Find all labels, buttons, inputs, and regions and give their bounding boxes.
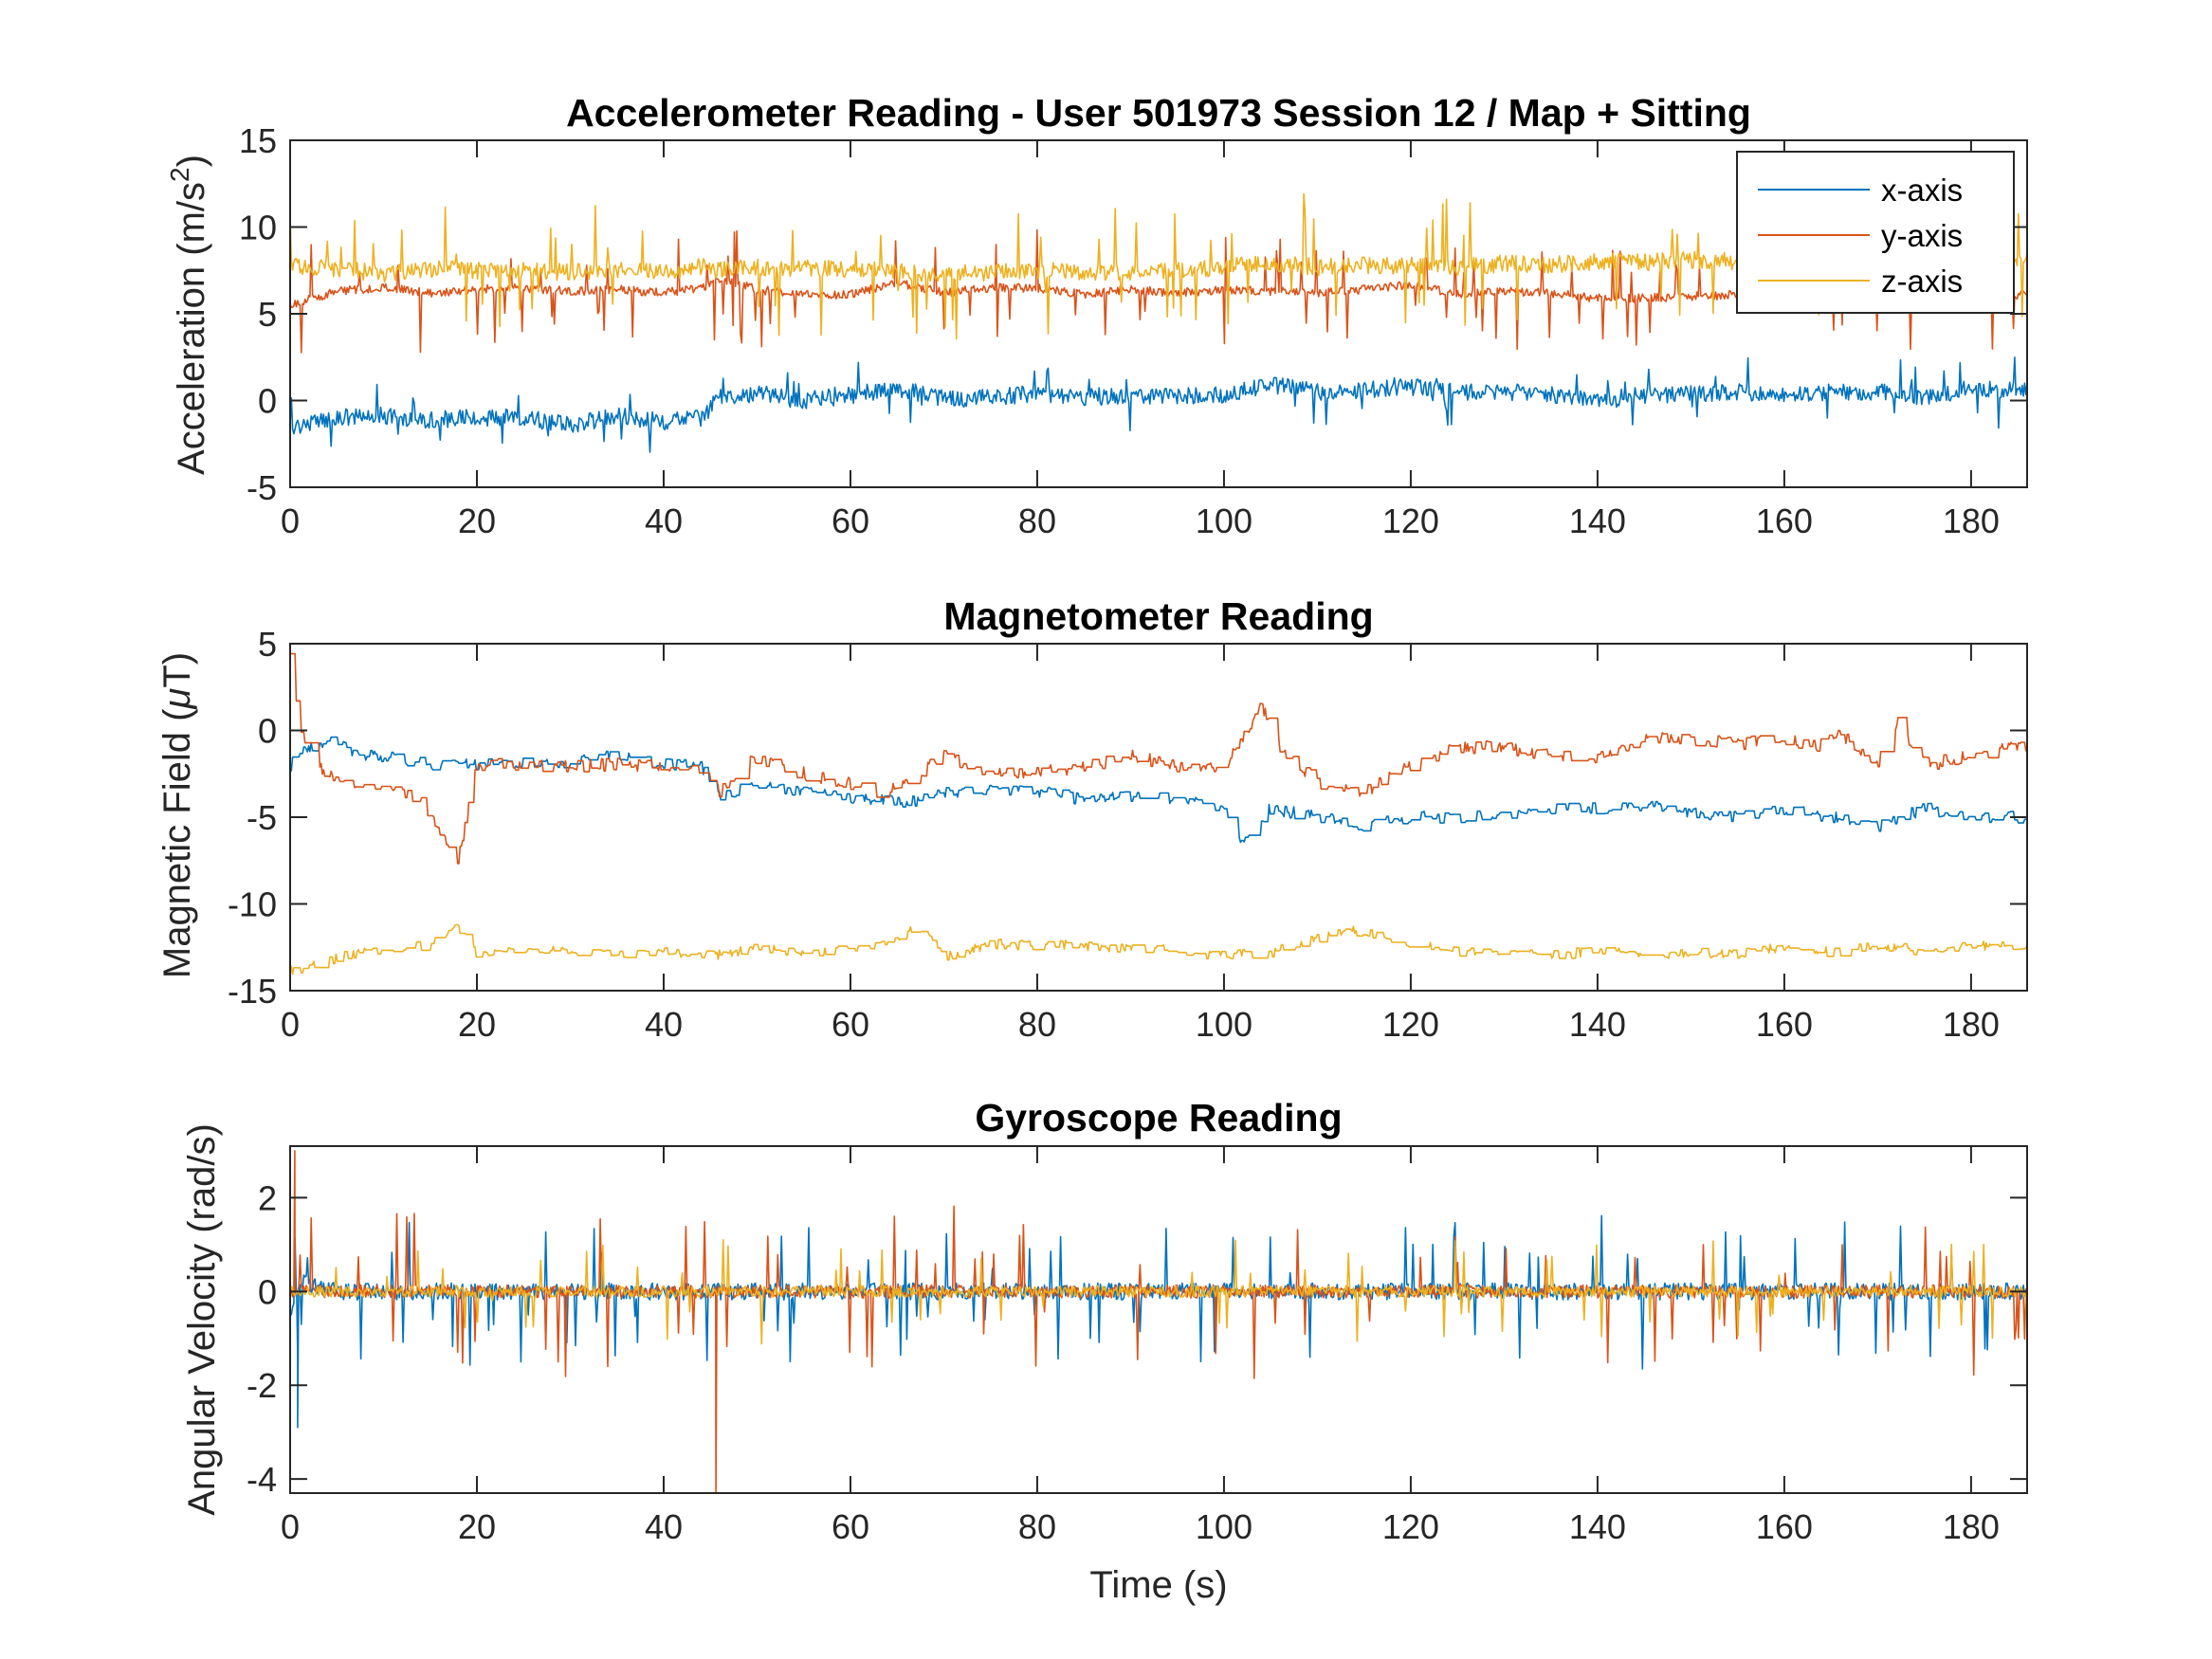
magnetometer-x-tick-label: 40 [645,1005,683,1044]
gyroscope-y-tick-label: -2 [247,1366,277,1405]
accelerometer-y-label-end: ) [171,155,212,167]
accelerometer-x-tick-label: 140 [1569,501,1626,540]
gyroscope-series-y-axis [290,1150,2027,1493]
gyroscope-panel: Gyroscope Reading Angular Velocity (rad/… [181,1096,2028,1606]
gyroscope-x-tick-label: 160 [1756,1507,1813,1546]
magnetometer-series-y-axis [290,652,2027,865]
magnetometer-x-tick-label: 120 [1382,1005,1439,1044]
accelerometer-y-tick-label: 15 [239,121,277,160]
magnetometer-y-tick-label: -5 [247,798,277,837]
magnetometer-title: Magnetometer Reading [943,594,1373,638]
magnetometer-y-label-end: T) [156,652,198,688]
magnetometer-y-tick-label: 5 [258,625,277,664]
x-axis-label: Time (s) [1089,1564,1227,1606]
legend-label-x-axis: x-axis [1881,173,1963,208]
accelerometer-y-label-superscript: 2 [165,167,194,182]
accelerometer-y-tick-label: 0 [258,382,277,421]
legend: x-axis y-axis z-axis [1736,151,2015,314]
magnetometer-axes-box [289,643,2028,992]
accelerometer-x-tick-label: 40 [645,501,683,540]
magnetometer-y-tick-label: 0 [258,712,277,751]
gyroscope-plot-area [290,1150,2027,1493]
gyroscope-x-tick-label: 180 [1943,1507,2000,1546]
magnetometer-x-tick-label: 0 [281,1005,300,1044]
magnetometer-panel: Magnetometer Reading Magnetic Field (μT)… [156,594,2028,1044]
gyroscope-x-tick-label: 0 [281,1507,300,1546]
gyroscope-x-tick-label: 40 [645,1507,683,1546]
gyroscope-x-tick-label: 120 [1382,1507,1439,1546]
accelerometer-title: Accelerometer Reading - User 501973 Sess… [566,91,1751,135]
magnetometer-y-label-text: Magnetic Field ( [156,708,198,978]
accelerometer-y-label-text: Acceleration (m/s [171,182,212,475]
magnetometer-x-tick-label: 60 [832,1005,869,1044]
accelerometer-x-tick-label: 20 [458,501,496,540]
magnetometer-y-label-mu: μ [156,688,198,710]
gyroscope-x-tick-label: 20 [458,1507,496,1546]
accelerometer-x-tick-label: 180 [1943,501,2000,540]
magnetometer-x-tick-label: 100 [1196,1005,1252,1044]
magnetometer-x-tick-label: 80 [1018,1005,1056,1044]
accelerometer-y-label: Acceleration (m/s2) [165,155,212,475]
magnetometer-y-tick-label: -10 [228,885,277,924]
legend-label-y-axis: y-axis [1881,218,1963,253]
accelerometer-x-tick-label: 100 [1196,501,1252,540]
magnetometer-y-tick-label: -15 [228,972,277,1011]
gyroscope-y-tick-label: 2 [258,1178,277,1217]
magnetometer-plot-area [290,652,2027,975]
accelerometer-y-tick-label: 5 [258,295,277,334]
gyroscope-x-tick-label: 100 [1196,1507,1252,1546]
magnetometer-x-tick-label: 160 [1756,1005,1813,1044]
gyroscope-y-tick-label: -4 [247,1460,277,1499]
legend-label-z-axis: z-axis [1881,264,1963,299]
gyroscope-y-tick-label: 0 [258,1272,277,1311]
gyroscope-x-tick-label: 60 [832,1507,869,1546]
gyroscope-axes-box [289,1145,2028,1494]
magnetometer-series-x-axis [290,736,2027,844]
magnetometer-x-tick-label: 140 [1569,1005,1626,1044]
accelerometer-y-tick-label: 10 [239,209,277,247]
magnetometer-x-tick-label: 20 [458,1005,496,1044]
gyroscope-title: Gyroscope Reading [975,1096,1342,1139]
legend-box [1736,151,2015,314]
accelerometer-x-tick-label: 160 [1756,501,1813,540]
gyroscope-series-x-axis [290,1214,2027,1429]
accelerometer-panel: Accelerometer Reading - User 501973 Sess… [165,91,2028,540]
accelerometer-x-tick-label: 80 [1018,501,1056,540]
accelerometer-x-tick-label: 60 [832,501,869,540]
gyroscope-x-tick-label: 80 [1018,1507,1056,1546]
magnetometer-y-label: Magnetic Field (μT) [156,652,198,978]
magnetometer-series-z-axis [290,923,2027,975]
magnetometer-x-tick-label: 180 [1943,1005,2000,1044]
accelerometer-x-tick-label: 120 [1382,501,1439,540]
gyroscope-series-z-axis [290,1239,2027,1345]
accelerometer-x-tick-label: 0 [281,501,300,540]
accelerometer-y-tick-label: -5 [247,468,277,507]
accelerometer-series-x-axis [290,356,2027,453]
gyroscope-y-label: Angular Velocity (rad/s) [181,1123,223,1516]
gyroscope-x-tick-label: 140 [1569,1507,1626,1546]
